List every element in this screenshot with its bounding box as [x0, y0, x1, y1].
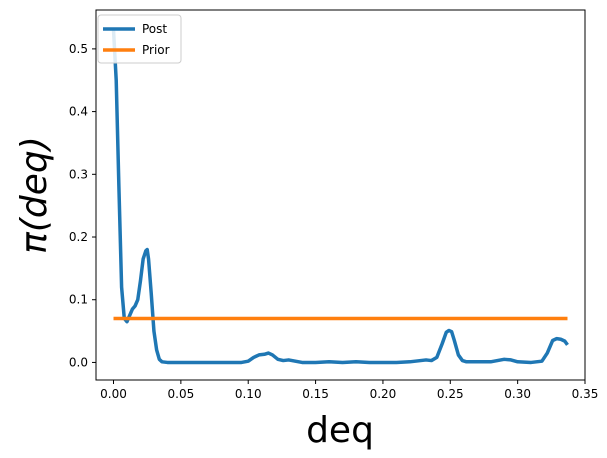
- y-tick-label: 0.2: [69, 230, 88, 244]
- x-tick-label: 0.10: [235, 387, 262, 401]
- legend: Post Prior: [97, 14, 182, 64]
- series-layer: [111, 29, 569, 365]
- series-line-post: [111, 29, 569, 365]
- x-tick-label: 0.35: [572, 387, 599, 401]
- y-axis-label: π(deq): [14, 136, 55, 254]
- x-tick-label: 0.05: [168, 387, 195, 401]
- x-tick-label: 0.15: [302, 387, 329, 401]
- x-axis: 0.00 0.05 0.10 0.15 0.20 0.25 0.30 0.35: [100, 380, 598, 401]
- y-tick-label: 0.0: [69, 355, 88, 369]
- y-axis: 0.0 0.1 0.2 0.3 0.4 0.5: [69, 42, 96, 369]
- x-tick-label: 0.20: [370, 387, 397, 401]
- x-tick-label: 0.25: [437, 387, 464, 401]
- y-tick-label: 0.4: [69, 105, 88, 119]
- plot-area: 0.00 0.05 0.10 0.15 0.20 0.25 0.30 0.35 0.00.10…: [69, 9, 598, 401]
- x-axis-label: deq: [306, 410, 374, 451]
- y-tick-label: 0.5: [69, 42, 88, 56]
- x-tick-label: 0.30: [504, 387, 531, 401]
- legend-label-post: Post: [142, 22, 167, 36]
- y-tick-label: 0.1: [69, 293, 88, 307]
- legend-label-prior: Prior: [142, 43, 170, 57]
- x-tick-label: 0.00: [100, 387, 127, 401]
- y-tick-label: 0.3: [69, 167, 88, 181]
- plot-frame: [95, 9, 586, 381]
